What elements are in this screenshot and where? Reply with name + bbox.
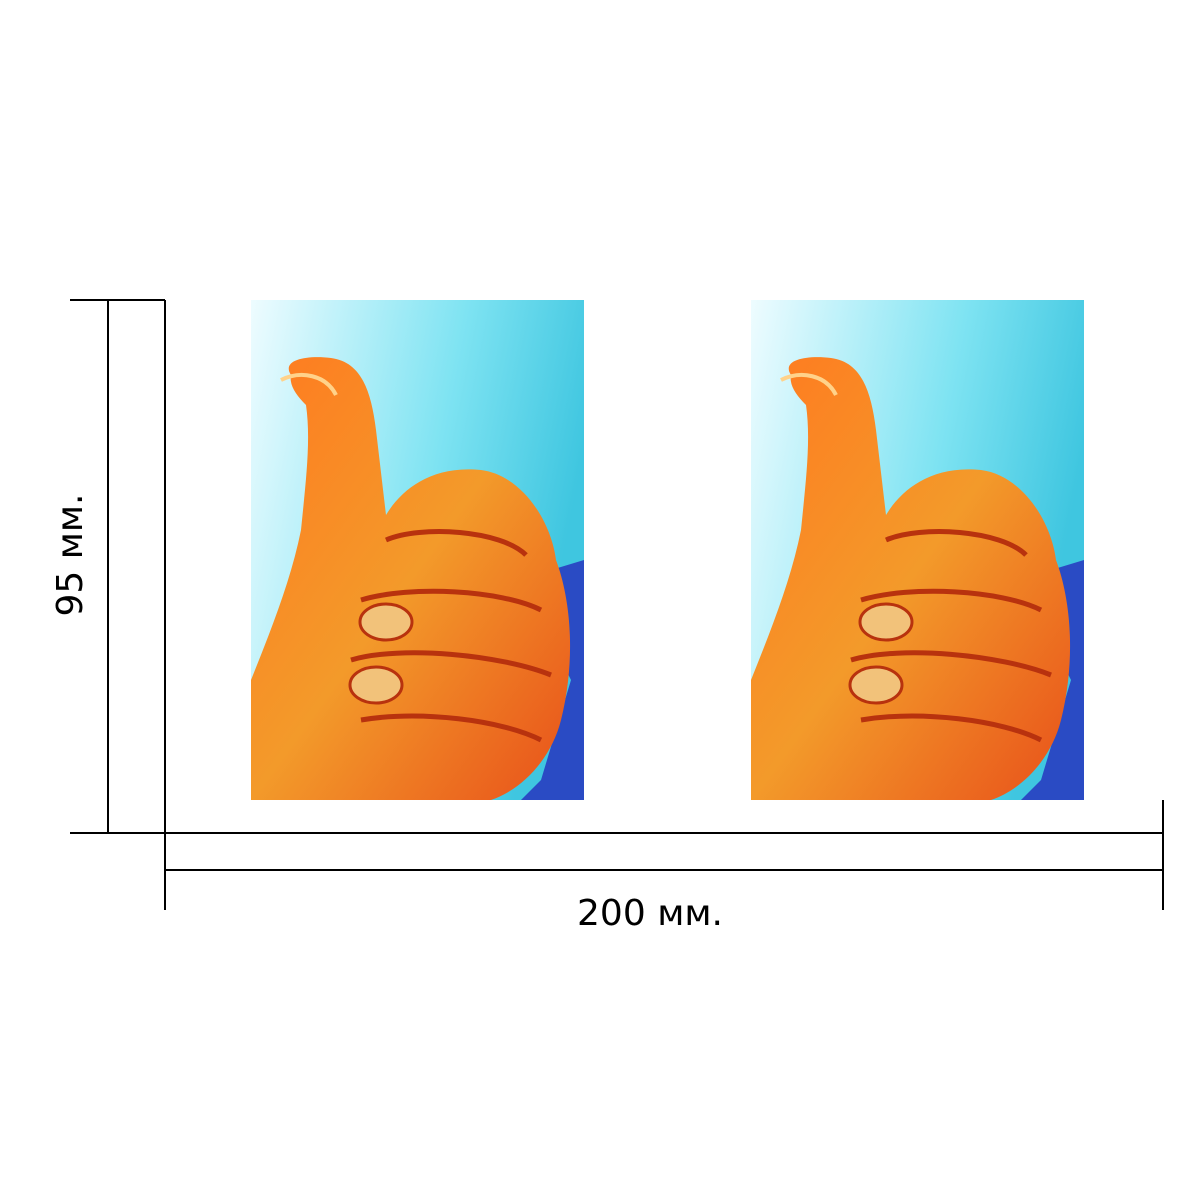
photo-left — [251, 300, 584, 800]
photo-right — [751, 300, 1084, 800]
height-label: 95 мм. — [50, 493, 91, 616]
width-label: 200 мм. — [577, 893, 723, 934]
height-dimension: 95 мм. — [50, 299, 166, 834]
width-dimension: 200 мм. — [164, 800, 1164, 934]
